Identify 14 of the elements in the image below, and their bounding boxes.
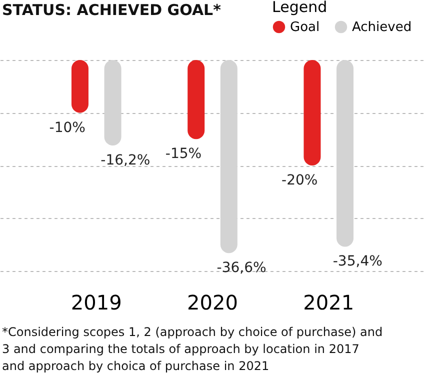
data-label: -36,6% [216, 260, 266, 276]
x-tick-label: 2021 [303, 290, 354, 314]
data-label: -35,4% [332, 254, 382, 270]
data-label: -20% [282, 172, 318, 188]
legend-label: Achieved [352, 20, 412, 35]
legend-title: Legend [272, 0, 328, 16]
text: *Considering scopes 1, 2 (approach by choice of purchase) and 3 and comparing the totals of approach by location in 2017 and approach by choica of purchase in 2021 [2, 325, 383, 373]
data-label: -15% [165, 146, 202, 162]
data-label: -16,2% [100, 152, 150, 168]
legend-label: Goal [290, 20, 320, 35]
x-tick-label: 2020 [187, 290, 238, 314]
chart-title: STATUS: ACHIEVED GOAL* [2, 1, 222, 19]
data-label: -10% [49, 120, 86, 136]
x-tick-label: 2019 [70, 290, 122, 314]
